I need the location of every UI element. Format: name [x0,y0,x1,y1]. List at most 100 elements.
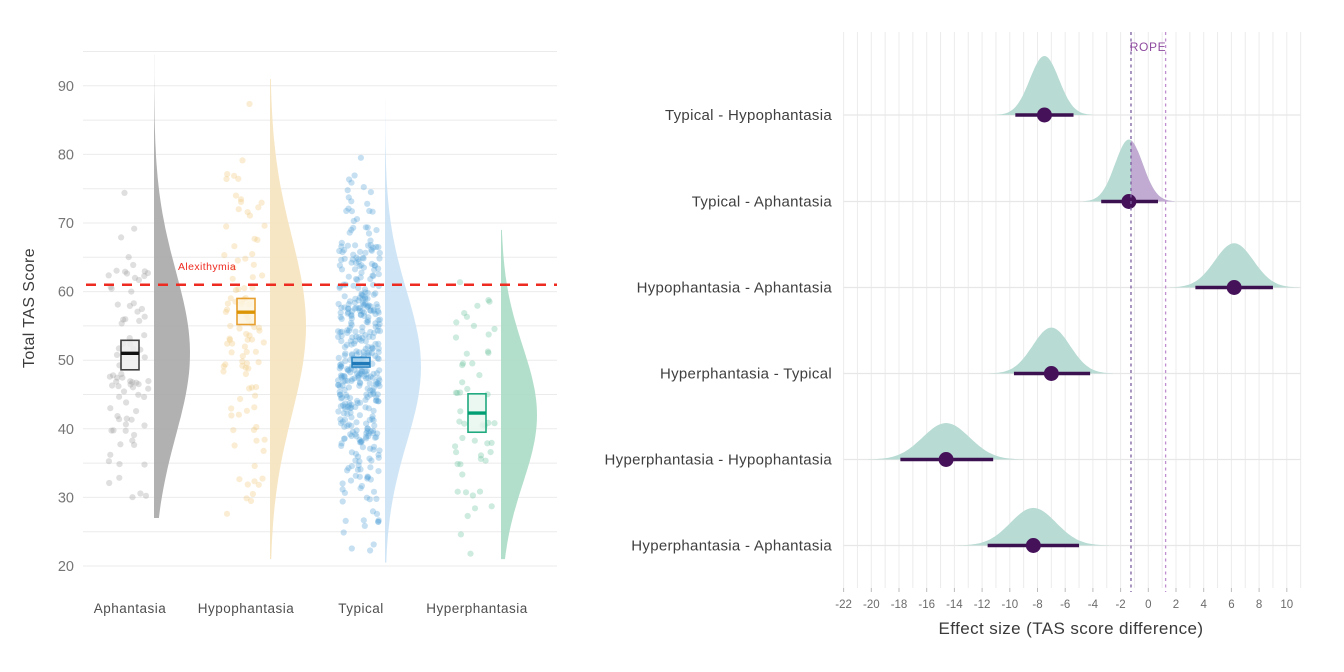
data-point [338,315,345,322]
data-point [340,410,347,417]
data-point [341,489,348,496]
data-point [370,389,377,396]
data-point [338,328,345,335]
data-point [364,200,371,207]
data-point [119,374,126,381]
scatter-points [105,189,152,501]
data-point [114,413,121,420]
data-point [118,371,125,378]
data-point [363,371,370,378]
data-point [131,274,139,281]
data-point [356,436,363,443]
data-point [366,455,373,462]
data-point [348,351,356,358]
data-point [338,332,345,339]
data-point [123,415,130,422]
data-point [355,284,362,292]
data-point [367,387,374,394]
data-point [349,256,356,263]
data-point [113,351,121,358]
data-point [246,212,253,219]
data-point [235,411,242,418]
data-point [235,206,242,213]
data-point [352,472,359,479]
data-point [141,354,148,361]
x-tick-label: -12 [974,599,991,611]
data-point [336,388,343,395]
data-point [339,498,346,505]
data-point [371,329,378,336]
data-point [108,285,115,292]
data-point [251,478,258,485]
data-point [141,332,148,339]
data-point [373,227,380,234]
data-point [461,420,468,427]
data-point [337,363,344,370]
data-point [249,284,256,291]
data-point [351,299,358,306]
data-point [365,314,372,321]
data-point [362,338,369,345]
data-point [356,379,363,386]
data-point [369,415,376,422]
data-point [341,435,348,442]
rope-overlap-density [1130,140,1175,202]
data-point [352,337,359,345]
comparison-label: Hypophantasia - Aphantasia [637,280,833,297]
data-point [364,475,371,482]
data-point [369,333,376,341]
data-point [357,312,364,319]
data-point [249,251,256,258]
data-point [361,312,368,320]
data-point [244,336,251,343]
data-point [347,409,354,416]
data-point [367,445,374,452]
data-point [367,373,374,380]
data-point [369,345,376,352]
data-point [452,334,460,341]
data-point [358,482,365,490]
data-point [243,330,250,338]
data-point [362,294,369,301]
data-point [477,452,485,459]
data-point [454,488,461,495]
data-point [364,224,371,231]
data-point [364,304,371,311]
data-point [352,328,359,335]
data-point [345,367,352,374]
data-point [220,368,227,375]
data-point [348,311,355,318]
data-point [254,236,261,243]
data-point [338,374,345,381]
data-point [239,358,246,365]
data-point [260,447,267,454]
data-point [141,422,148,429]
x-tick-label: -10 [1001,599,1018,611]
data-point [464,512,471,520]
data-point [346,176,353,183]
data-point [362,289,369,296]
data-point [117,441,124,448]
data-point [113,267,120,274]
data-point [346,402,353,409]
data-point [374,391,381,398]
data-point [116,461,123,468]
data-point [229,275,236,282]
data-point [342,357,349,365]
data-point [372,323,379,330]
data-point [370,488,378,495]
data-point [348,404,355,411]
data-point [457,389,464,396]
data-point [364,428,371,435]
data-point [224,300,231,307]
data-point [361,301,368,308]
data-point [360,184,367,191]
data-point [485,349,492,356]
data-point [354,276,361,283]
data-point [251,324,258,331]
data-point [364,425,371,432]
data-point [337,309,344,316]
data-point [351,266,359,273]
data-point [363,318,370,325]
data-point [376,255,383,262]
